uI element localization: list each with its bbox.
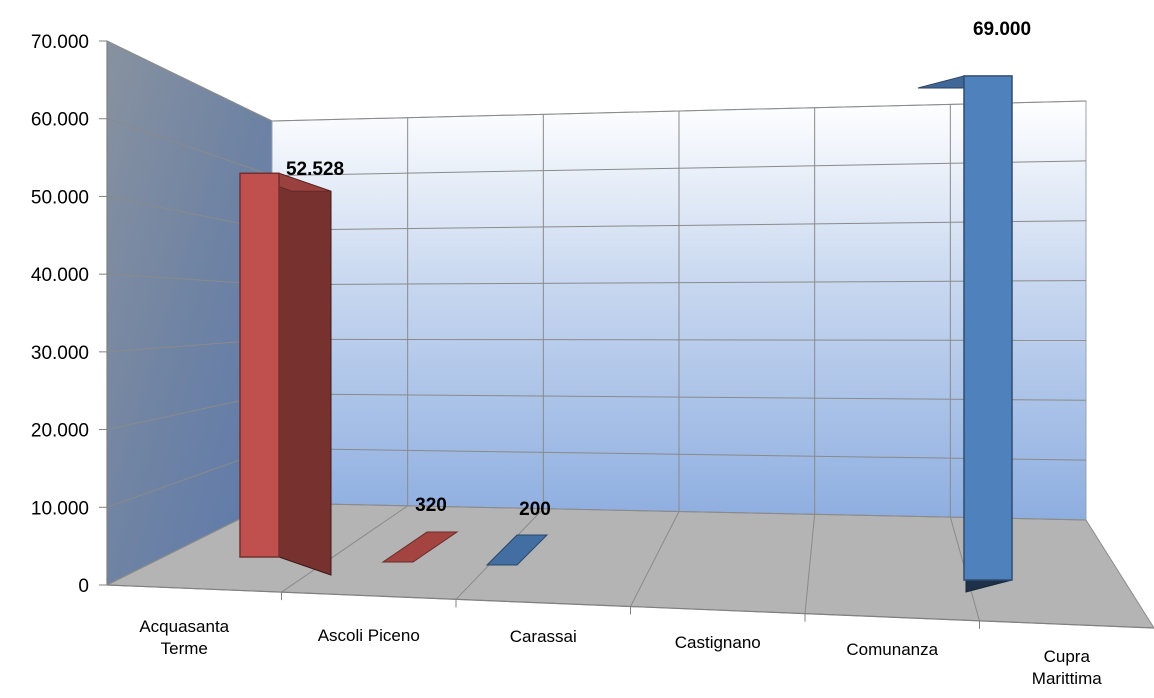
gridline-side <box>106 40 273 122</box>
bar-side <box>278 172 332 576</box>
x-tick-label: Acquasanta Terme <box>139 617 229 658</box>
bar-1 <box>381 531 459 563</box>
y-tick-label: 70.000 <box>31 32 89 53</box>
x-tick-label: Castignano <box>675 633 761 652</box>
x-tick-label: Comunanza <box>846 640 938 659</box>
bar-0 <box>239 172 332 576</box>
data-label: 69.000 <box>973 19 1031 40</box>
bars <box>239 75 1013 593</box>
floor-divider <box>281 505 408 593</box>
bar-front <box>963 75 1013 581</box>
floor-divider <box>630 511 680 607</box>
gridline-side <box>106 118 273 177</box>
bar-front <box>239 172 280 558</box>
bar-flat <box>381 531 459 563</box>
x-tick-label: Carassai <box>510 627 577 646</box>
data-label: 200 <box>519 499 551 520</box>
x-tick-label: Ascoli Piceno <box>318 626 420 645</box>
data-label: 320 <box>415 495 447 516</box>
data-label: 52.528 <box>286 159 344 180</box>
bar-5 <box>917 75 1013 593</box>
y-tick-label: 40.000 <box>31 265 89 286</box>
y-tick-label: 10.000 <box>31 498 89 519</box>
y-tick-label: 20.000 <box>31 421 89 442</box>
bar-flat <box>485 534 549 566</box>
y-tick-label: 30.000 <box>31 343 89 364</box>
x-tick-label: Cupra Marittima <box>1032 647 1102 688</box>
y-tick-label: 60.000 <box>31 110 89 131</box>
gridlines <box>99 40 1154 629</box>
bar-2 <box>485 534 549 566</box>
y-tick-label: 0 <box>78 576 89 597</box>
labels: 0 10.000 20.000 30.000 40.000 50.000 60.000 70.… <box>31 19 1102 688</box>
y-tick-label: 50.000 <box>31 187 89 208</box>
chart-walls <box>106 40 1154 629</box>
floor-divider <box>804 514 816 614</box>
